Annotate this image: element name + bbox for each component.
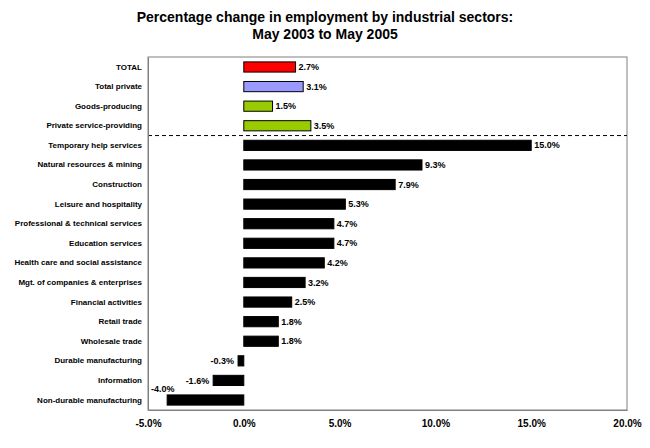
data-label: 4.7% (337, 238, 358, 248)
category-label: Education services (69, 239, 142, 248)
y-tick: Temporary help services (48, 141, 148, 150)
x-tick: 15.0% (518, 410, 546, 429)
category-label: Total private (95, 82, 143, 91)
x-axis-line (149, 410, 628, 411)
chart: Percentage change in employment by indus… (0, 0, 650, 448)
x-tick-label: 5.0% (329, 418, 352, 429)
category-label: Temporary help services (48, 141, 142, 150)
category-label: Health care and social assistance (14, 258, 142, 267)
category-label: Mgt. of companies & enterprises (18, 278, 142, 287)
bar (244, 277, 305, 287)
bar (244, 297, 292, 307)
category-label: Natural resources & mining (38, 160, 143, 169)
bar (244, 179, 395, 189)
x-tick: 20.0% (613, 410, 641, 429)
data-label: 2.5% (295, 297, 316, 307)
y-tick: Financial activities (71, 298, 148, 307)
x-tick-label: 15.0% (518, 418, 546, 429)
bar (244, 199, 346, 209)
x-axis: -5.0% 0.0% 5.0% 10.0% 15.0% 20.0% (135, 410, 641, 429)
bar (244, 140, 531, 150)
bars (167, 62, 531, 405)
data-label: 1.8% (281, 317, 302, 327)
bar (244, 81, 303, 91)
x-tick-label: 10.0% (422, 418, 450, 429)
y-axis-line (148, 58, 149, 411)
category-label: Goods-producing (75, 102, 142, 111)
y-tick: TOTAL (116, 63, 148, 72)
y-tick: Natural resources & mining (38, 160, 148, 169)
category-label: Non-durable manufacturing (37, 396, 142, 405)
x-tick: -5.0% (135, 410, 161, 429)
x-tick: 0.0% (233, 410, 256, 429)
category-label: Retail trade (98, 317, 142, 326)
x-tick-label: 20.0% (613, 418, 641, 429)
bar (244, 258, 324, 268)
y-tick: Total private (95, 82, 148, 91)
category-label: TOTAL (116, 63, 142, 72)
y-tick: Durable manufacturing (54, 356, 148, 365)
y-tick: Private service-providing (46, 121, 148, 130)
y-tick: Professional & technical services (15, 219, 148, 228)
data-label: 9.3% (425, 160, 446, 170)
category-label: Information (98, 376, 142, 385)
data-label: 3.2% (308, 278, 329, 288)
title: Percentage change in employment by indus… (137, 9, 514, 25)
data-label: 15.0% (534, 140, 560, 150)
y-tick: Wholesale trade (81, 337, 148, 346)
bar (213, 375, 244, 385)
x-tick-label: 0.0% (233, 418, 256, 429)
bar (167, 395, 244, 405)
data-label: 3.1% (306, 82, 327, 92)
bar (244, 219, 334, 229)
y-axis: TOTAL Total private Goods-producing Private… (14, 58, 148, 411)
y-tick: Education services (69, 239, 148, 248)
data-label: 3.5% (314, 121, 335, 131)
separator (148, 135, 627, 136)
plot-frame (148, 57, 627, 410)
bar (238, 356, 244, 366)
x-tick: 10.0% (422, 410, 450, 429)
data-label: -4.0% (151, 384, 175, 394)
y-tick: Health care and social assistance (14, 258, 148, 267)
category-label: Wholesale trade (81, 337, 143, 346)
data-label: 1.5% (276, 101, 297, 111)
category-label: Professional & technical services (15, 219, 143, 228)
bar (244, 101, 273, 111)
data-labels: 2.7% 3.1% 1.5% 3.5% 15.0% 9.3% 7.9% 5.3% 4.7% 4.7… (151, 62, 560, 394)
y-tick: Goods-producing (75, 102, 148, 111)
bar (244, 238, 334, 248)
x-tick: 5.0% (329, 410, 352, 429)
data-label: 4.2% (327, 258, 348, 268)
y-tick: Retail trade (98, 317, 148, 326)
x-tick-label: -5.0% (135, 418, 161, 429)
data-label: -0.3% (211, 356, 235, 366)
data-label: -1.6% (186, 376, 210, 386)
category-label: Construction (92, 180, 142, 189)
bar (244, 121, 311, 131)
y-tick: Non-durable manufacturing (37, 396, 148, 405)
category-label: Financial activities (71, 298, 143, 307)
y-tick: Leisure and hospitality (55, 200, 148, 209)
data-label: 4.7% (337, 219, 358, 229)
bar (244, 336, 278, 346)
bar (244, 62, 296, 72)
data-label: 1.8% (281, 336, 302, 346)
data-label: 2.7% (299, 62, 320, 72)
category-label: Leisure and hospitality (55, 200, 143, 209)
data-label: 7.9% (398, 180, 419, 190)
y-tick: Construction (92, 180, 148, 189)
bar (244, 160, 422, 170)
y-tick: Information (98, 376, 148, 385)
bar (244, 317, 278, 327)
category-label: Private service-providing (46, 121, 142, 130)
subtitle: May 2003 to May 2005 (252, 26, 398, 42)
category-label: Durable manufacturing (54, 356, 142, 365)
data-label: 5.3% (348, 199, 369, 209)
y-tick: Mgt. of companies & enterprises (18, 278, 148, 287)
